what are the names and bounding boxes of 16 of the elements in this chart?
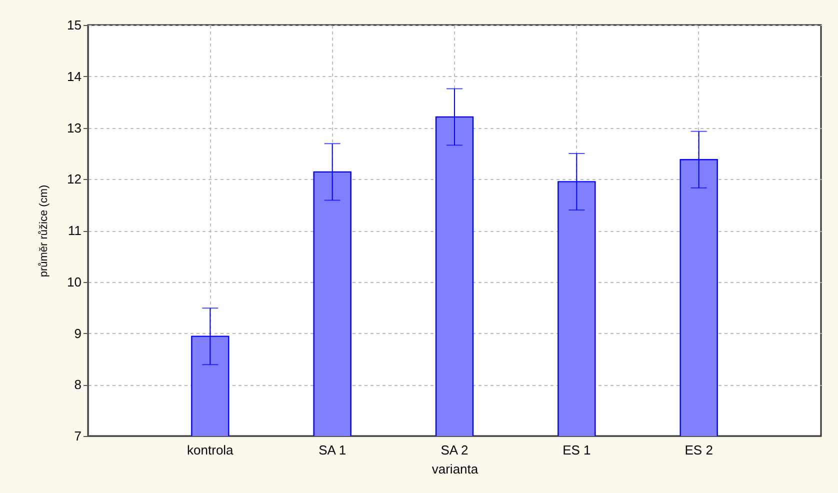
y-tick-label: 12: [67, 172, 82, 187]
y-tick-label: 11: [68, 223, 82, 238]
y-tick-label: 13: [67, 120, 82, 136]
x-tick-label: SA 2: [440, 442, 468, 458]
y-tick-label: 8: [74, 377, 82, 392]
x-tick-label: kontrola: [187, 442, 234, 458]
y-tick-label: 15: [67, 18, 82, 32]
y-tick-label: 9: [74, 326, 82, 341]
x-axis-title: varianta: [432, 462, 479, 476]
y-tick-label: 10: [67, 274, 82, 290]
x-tick-label: ES 2: [684, 442, 713, 458]
y-tick-label: 7: [74, 428, 82, 444]
y-tick-label: 14: [67, 68, 82, 84]
y-axis-title: průměr růžice (cm): [38, 184, 50, 278]
x-tick-label: SA 1: [318, 442, 346, 458]
x-tick-label: ES 1: [562, 442, 591, 458]
